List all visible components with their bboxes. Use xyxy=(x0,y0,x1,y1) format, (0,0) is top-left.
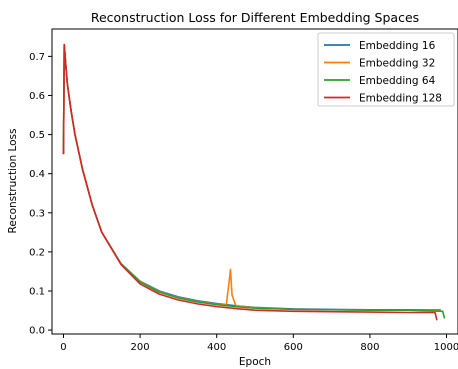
plot-frame xyxy=(51,28,458,335)
y-tick-label: 0.2 xyxy=(29,247,45,258)
x-tick-label: 0 xyxy=(60,342,66,353)
legend-label-embedding-64: Embedding 64 xyxy=(359,75,436,87)
x-tick-label: 600 xyxy=(284,342,303,353)
chart-title: Reconstruction Loss for Different Embedd… xyxy=(91,10,419,25)
x-tick-label: 200 xyxy=(131,342,150,353)
legend-label-embedding-128: Embedding 128 xyxy=(359,93,442,105)
x-axis-label: Epoch xyxy=(239,356,271,368)
y-tick-label: 0.5 xyxy=(29,130,45,141)
x-tick-label: 800 xyxy=(360,342,379,353)
legend-box xyxy=(317,32,455,107)
legend: Embedding 16 Embedding 32 Embedding 64 Embe… xyxy=(317,32,455,107)
plot-lines xyxy=(62,43,446,321)
legend-label-embedding-16: Embedding 16 xyxy=(359,40,436,52)
y-tick-label: 0.7 xyxy=(29,52,45,63)
legend-label-embedding-32: Embedding 32 xyxy=(359,58,435,70)
series-line-embedding-128 xyxy=(62,43,438,321)
x-tick-label: 400 xyxy=(207,342,226,353)
y-tick-label: 0.1 xyxy=(29,286,45,297)
y-tick-label: 0.0 xyxy=(29,326,45,337)
y-tick-label: 0.4 xyxy=(29,169,45,180)
x-tick-label: 1000 xyxy=(434,342,458,353)
y-axis-label: Reconstruction Loss xyxy=(7,129,19,234)
x-axis-ticks: 0 200 400 600 800 1000 xyxy=(60,334,458,353)
y-tick-label: 0.3 xyxy=(29,208,45,219)
y-tick-label: 0.6 xyxy=(29,91,45,102)
y-axis-ticks: 0.0 0.1 0.2 0.3 0.4 0.5 0.6 0.7 xyxy=(29,52,52,337)
